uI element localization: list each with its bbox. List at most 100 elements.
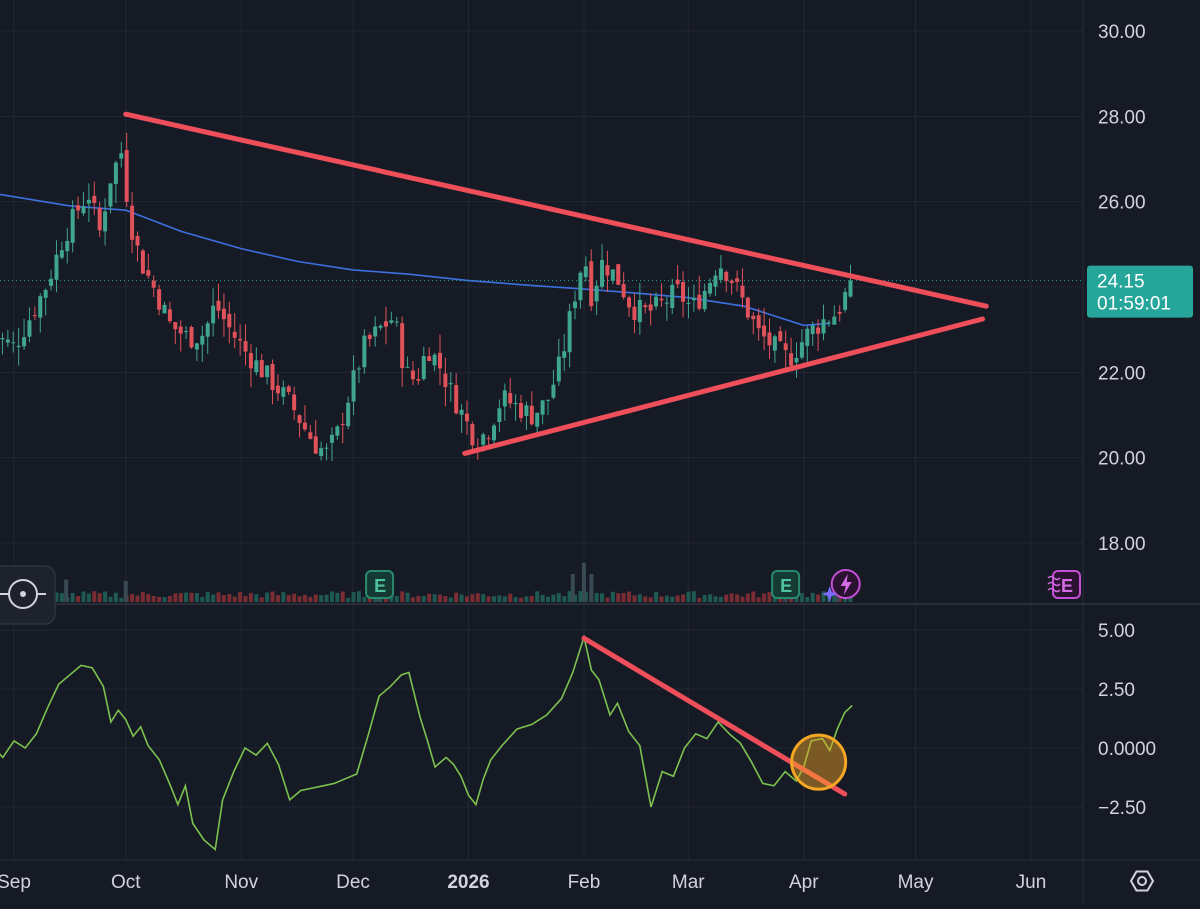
candle-body <box>292 394 297 411</box>
volume-bar <box>686 591 691 602</box>
candle-body <box>664 302 669 304</box>
volume-bar <box>194 593 199 602</box>
volume-bar <box>383 597 388 602</box>
candle-body <box>691 297 696 301</box>
volume-bar <box>810 592 815 602</box>
volume-bar <box>248 593 253 602</box>
candle-body <box>11 342 16 344</box>
candle-body <box>524 405 529 416</box>
volume-bar <box>724 594 729 602</box>
candle-body <box>502 390 507 407</box>
volume-bar <box>697 597 702 602</box>
volume-bar <box>767 592 772 602</box>
breakout-highlight-circle[interactable] <box>790 733 848 791</box>
earnings-e-icon[interactable]: E <box>365 570 395 599</box>
candle-body <box>43 289 48 298</box>
volume-bar <box>832 594 837 602</box>
volume-bar <box>308 596 313 602</box>
volume-bar <box>205 592 210 602</box>
volume-bar <box>319 595 324 602</box>
candle-body <box>481 434 486 445</box>
candle-body <box>54 254 59 280</box>
candle-body <box>594 285 599 302</box>
volume-bar <box>351 592 356 602</box>
candle-body <box>697 294 702 309</box>
price-trendline-lower[interactable] <box>462 316 986 456</box>
candle-body <box>459 409 464 415</box>
candle-body <box>816 327 821 334</box>
date-axis-label: Mar <box>672 872 705 893</box>
oscillator-trendline[interactable] <box>581 635 848 797</box>
volume-bar <box>454 592 459 602</box>
candle-body <box>81 206 86 214</box>
volume-bar <box>605 597 610 602</box>
volume-bar <box>416 595 421 602</box>
candle-body <box>178 326 183 334</box>
volume-bar <box>529 596 534 602</box>
volume-bar <box>119 597 124 602</box>
price-axis-label: 18.00 <box>1098 534 1146 555</box>
candle-body <box>16 345 21 348</box>
lightning-icon[interactable] <box>830 569 861 599</box>
volume-bar <box>443 596 448 602</box>
candle-body <box>313 436 318 454</box>
candle-body <box>713 275 718 287</box>
volume-bar <box>551 594 556 602</box>
candle-body <box>416 378 421 381</box>
candle-body <box>616 264 621 285</box>
crosshair-icon[interactable] <box>0 565 56 625</box>
candle-body <box>627 297 632 308</box>
volume-spike <box>581 562 586 602</box>
candle-body <box>227 313 232 328</box>
candle-body <box>454 385 459 414</box>
candle-body <box>184 331 189 333</box>
volume-spike <box>589 574 594 602</box>
volume-bar <box>281 592 286 602</box>
volume-bar <box>162 597 167 602</box>
volume-bar <box>713 596 718 602</box>
candle-body <box>351 370 356 402</box>
volume-bar <box>718 596 723 602</box>
earnings-e-icon[interactable]: E <box>771 570 801 599</box>
candle-body <box>508 393 513 404</box>
candle-body <box>308 432 313 439</box>
volume-bar <box>302 594 307 602</box>
candle-body <box>200 335 205 345</box>
candle-body <box>751 315 756 320</box>
volume-bar <box>59 593 64 602</box>
candle-body <box>492 425 497 441</box>
candle-body <box>670 284 675 309</box>
candle-body <box>832 316 837 325</box>
volume-bar <box>627 591 632 602</box>
candle-body <box>135 235 140 246</box>
volume-bar <box>432 594 437 602</box>
date-axis-label: Jun <box>1016 872 1047 893</box>
moving-average-layer <box>0 193 1083 327</box>
svg-text:E: E <box>780 576 792 596</box>
candle-body <box>767 332 772 346</box>
candle-body <box>65 240 70 252</box>
candle-body <box>270 363 275 390</box>
oscillator-axis-label: 5.00 <box>1098 621 1135 642</box>
candle-body <box>216 300 221 311</box>
candle-body <box>519 403 524 419</box>
candle-body <box>540 400 545 415</box>
candle-body <box>621 284 626 298</box>
candle-body <box>92 195 97 203</box>
date-axis-label: Feb <box>568 872 601 893</box>
settings-hexagon-icon[interactable] <box>1129 870 1155 892</box>
volume-bar <box>508 593 513 602</box>
volume-bar <box>546 596 551 602</box>
volume-bar <box>200 597 205 602</box>
sparkle-icon <box>821 586 838 602</box>
volume-bar <box>373 597 378 602</box>
upcoming-earnings-icon[interactable]: E <box>1047 570 1081 599</box>
candle-body <box>637 299 642 323</box>
volume-bar <box>292 593 297 602</box>
volume-bar <box>567 591 572 602</box>
volume-bar <box>238 592 243 602</box>
price-trendline-upper[interactable] <box>123 111 989 309</box>
volume-bar <box>103 591 108 602</box>
candle-body <box>59 250 64 258</box>
candle-body <box>470 424 475 446</box>
